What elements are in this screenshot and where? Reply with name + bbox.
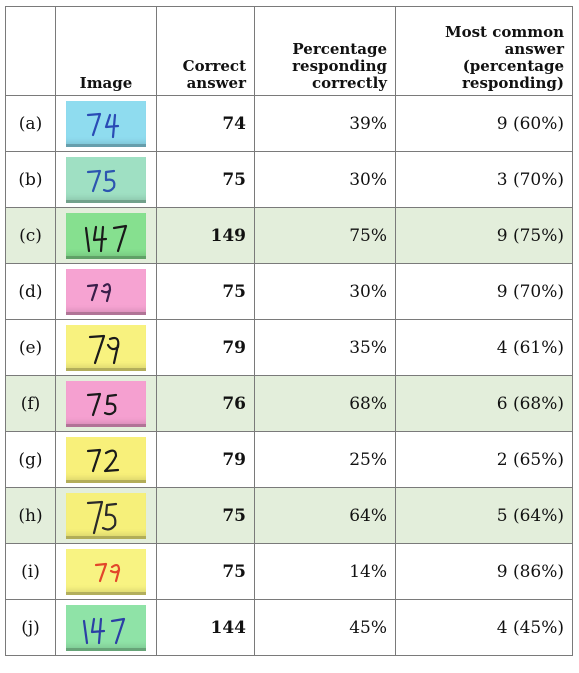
handwritten-digits-drawing bbox=[86, 500, 118, 534]
percentage-correct-cell: 64% bbox=[254, 487, 396, 544]
header-percentage-correct: Percentage responding correctly bbox=[254, 6, 396, 96]
correct-answer-cell: 79 bbox=[156, 319, 255, 376]
image-cell bbox=[55, 431, 157, 488]
table-row: (b) 75 30% 3 (70%) bbox=[5, 151, 573, 208]
row-label: (a) bbox=[5, 95, 56, 152]
sticky-note-image bbox=[66, 604, 146, 651]
most-common-answer-cell: 2 (65%) bbox=[395, 431, 573, 488]
handwritten-digits-drawing bbox=[82, 617, 126, 644]
header-label bbox=[5, 6, 56, 96]
header-most-common: Most common answer (percentage respondin… bbox=[395, 6, 573, 96]
correct-answer-cell: 74 bbox=[156, 95, 255, 152]
table-row: (d) 75 30% 9 (70%) bbox=[5, 263, 573, 320]
percentage-correct-cell: 30% bbox=[254, 151, 396, 208]
row-label: (i) bbox=[5, 543, 56, 600]
image-cell bbox=[55, 95, 157, 152]
header-common-line3: (percentage bbox=[462, 57, 564, 75]
header-pct-line1: Percentage bbox=[292, 40, 387, 58]
sticky-note-image bbox=[66, 492, 146, 539]
row-label: (b) bbox=[5, 151, 56, 208]
handwritten-digits-drawing bbox=[86, 282, 112, 302]
correct-answer-cell: 75 bbox=[156, 487, 255, 544]
header-row: Image Correct answer Percentage respondi… bbox=[5, 6, 573, 96]
correct-answer-cell: 75 bbox=[156, 543, 255, 600]
handwritten-digits-drawing bbox=[86, 112, 120, 138]
percentage-correct-cell: 30% bbox=[254, 263, 396, 320]
header-common-line1: Most common bbox=[445, 23, 564, 41]
sticky-note-image bbox=[66, 436, 146, 483]
image-cell bbox=[55, 151, 157, 208]
image-cell bbox=[55, 319, 157, 376]
image-cell bbox=[55, 263, 157, 320]
table-row: (e) 79 35% 4 (61%) bbox=[5, 319, 573, 376]
table-row: (i) 75 14% 9 (86%) bbox=[5, 543, 573, 600]
most-common-answer-cell: 9 (70%) bbox=[395, 263, 573, 320]
sticky-note-image bbox=[66, 380, 146, 427]
header-correct-line2: answer bbox=[186, 74, 246, 92]
image-cell bbox=[55, 599, 157, 656]
handwritten-digits-drawing bbox=[86, 392, 118, 416]
table-row: (a) 74 39% 9 (60%) bbox=[5, 95, 573, 152]
percentage-correct-cell: 68% bbox=[254, 375, 396, 432]
row-label: (j) bbox=[5, 599, 56, 656]
most-common-answer-cell: 9 (60%) bbox=[395, 95, 573, 152]
handwritten-digits-drawing bbox=[94, 562, 121, 582]
image-cell bbox=[55, 543, 157, 600]
header-pct-line2: responding bbox=[292, 57, 387, 75]
row-label: (f) bbox=[5, 375, 56, 432]
most-common-answer-cell: 5 (64%) bbox=[395, 487, 573, 544]
percentage-correct-cell: 25% bbox=[254, 431, 396, 488]
percentage-correct-cell: 45% bbox=[254, 599, 396, 656]
correct-answer-cell: 75 bbox=[156, 151, 255, 208]
table-row: (h) 75 64% 5 (64%) bbox=[5, 487, 573, 544]
correct-answer-cell: 79 bbox=[156, 431, 255, 488]
row-label: (h) bbox=[5, 487, 56, 544]
sticky-note-image bbox=[66, 548, 146, 595]
most-common-answer-cell: 6 (68%) bbox=[395, 375, 573, 432]
table-row: (f) 76 68% 6 (68%) bbox=[5, 375, 573, 432]
percentage-correct-cell: 39% bbox=[254, 95, 396, 152]
table-body: (a) 74 39% 9 (60%) (b) 75 30% 3 (70%) (c) 149 75% 9… bbox=[5, 95, 573, 656]
header-common-line2: answer bbox=[504, 40, 564, 58]
header-pct-line3: correctly bbox=[312, 74, 387, 92]
correct-answer-cell: 76 bbox=[156, 375, 255, 432]
sticky-note-image bbox=[66, 100, 146, 147]
most-common-answer-cell: 4 (61%) bbox=[395, 319, 573, 376]
table-row: (j) 144 45% 4 (45%) bbox=[5, 599, 573, 656]
header-common-line4: responding) bbox=[462, 74, 564, 92]
most-common-answer-cell: 3 (70%) bbox=[395, 151, 573, 208]
percentage-correct-cell: 14% bbox=[254, 543, 396, 600]
most-common-answer-cell: 4 (45%) bbox=[395, 599, 573, 656]
handwritten-digits-drawing bbox=[86, 448, 120, 472]
correct-answer-cell: 75 bbox=[156, 263, 255, 320]
row-label: (e) bbox=[5, 319, 56, 376]
sticky-note-image bbox=[66, 212, 146, 259]
image-cell bbox=[55, 375, 157, 432]
sticky-note-image bbox=[66, 156, 146, 203]
image-cell bbox=[55, 487, 157, 544]
percentage-correct-cell: 75% bbox=[254, 207, 396, 264]
handwritten-digits-drawing bbox=[86, 169, 116, 192]
header-image: Image bbox=[55, 6, 157, 96]
percentage-correct-cell: 35% bbox=[254, 319, 396, 376]
row-label: (d) bbox=[5, 263, 56, 320]
most-common-answer-cell: 9 (75%) bbox=[395, 207, 573, 264]
row-label: (g) bbox=[5, 431, 56, 488]
table-row: (g) 79 25% 2 (65%) bbox=[5, 431, 573, 488]
handwritten-digits-drawing bbox=[84, 224, 128, 252]
table-header: Image Correct answer Percentage respondi… bbox=[5, 6, 573, 96]
header-image-text: Image bbox=[79, 74, 133, 92]
row-label: (c) bbox=[5, 207, 56, 264]
sticky-note-image bbox=[66, 268, 146, 315]
correct-answer-cell: 149 bbox=[156, 207, 255, 264]
sticky-note-image bbox=[66, 324, 146, 371]
results-table: Image Correct answer Percentage respondi… bbox=[5, 6, 573, 656]
correct-answer-cell: 144 bbox=[156, 599, 255, 656]
table-row: (c) 149 75% 9 (75%) bbox=[5, 207, 573, 264]
header-correct-answer: Correct answer bbox=[156, 6, 255, 96]
most-common-answer-cell: 9 (86%) bbox=[395, 543, 573, 600]
handwritten-digits-drawing bbox=[88, 334, 120, 364]
header-correct-line1: Correct bbox=[182, 57, 246, 75]
image-cell bbox=[55, 207, 157, 264]
